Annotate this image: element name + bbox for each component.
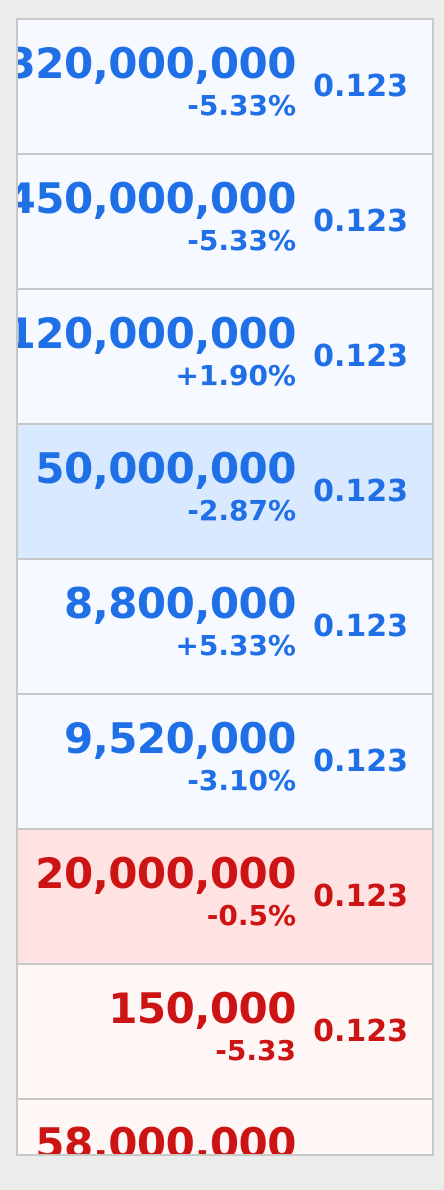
quote-row[interactable]: 320,000,000 -5.33% 0.123 <box>18 20 432 155</box>
ratio-value: 0.123 <box>313 69 408 104</box>
amount-value: 320,000,000 <box>16 39 297 88</box>
amount-value: 58,000,000 <box>35 1119 296 1156</box>
quote-row[interactable]: 9,520,000 -3.10% 0.123 <box>18 695 432 830</box>
quote-row[interactable]: 20,000,000 -0.5% 0.123 <box>18 830 432 965</box>
quote-row[interactable]: 50,000,000 -2.87% 0.123 <box>18 425 432 560</box>
quote-row[interactable]: 58,000,000 <box>18 1100 432 1156</box>
quote-row[interactable]: 150,000 -5.33 0.123 <box>18 965 432 1100</box>
percent-change: -5.33% <box>187 224 296 257</box>
quote-rows: 320,000,000 -5.33% 0.123 450,000,000 -5.33% 0… <box>18 20 432 1156</box>
quote-row[interactable]: 120,000,000 +1.90% 0.123 <box>18 290 432 425</box>
quote-row[interactable]: 8,800,000 +5.33% 0.123 <box>18 560 432 695</box>
percent-change: -5.33% <box>187 89 296 122</box>
amount-value: 8,800,000 <box>64 579 296 628</box>
amount-value: 450,000,000 <box>16 174 297 223</box>
ratio-value: 0.123 <box>313 204 408 239</box>
percent-change: +1.90% <box>175 359 296 392</box>
quote-list-panel: 320,000,000 -5.33% 0.123 450,000,000 -5.33% 0… <box>16 18 434 1156</box>
ratio-value: 0.123 <box>313 474 408 509</box>
amount-value: 150,000 <box>108 984 296 1033</box>
ratio-value: 0.123 <box>313 879 408 914</box>
amount-value: 50,000,000 <box>35 444 296 493</box>
percent-change: -5.33 <box>215 1034 296 1067</box>
amount-value: 20,000,000 <box>35 849 296 898</box>
ratio-value: 0.123 <box>313 339 408 374</box>
ratio-value: 0.123 <box>313 609 408 644</box>
percent-change: -3.10% <box>187 764 296 797</box>
quote-row[interactable]: 450,000,000 -5.33% 0.123 <box>18 155 432 290</box>
percent-change: -0.5% <box>206 899 296 932</box>
ratio-value: 0.123 <box>313 1014 408 1049</box>
ratio-value: 0.123 <box>313 744 408 779</box>
percent-change: -2.87% <box>187 494 296 527</box>
percent-change: +5.33% <box>175 629 296 662</box>
amount-value: 120,000,000 <box>16 309 297 358</box>
amount-value: 9,520,000 <box>64 714 296 763</box>
